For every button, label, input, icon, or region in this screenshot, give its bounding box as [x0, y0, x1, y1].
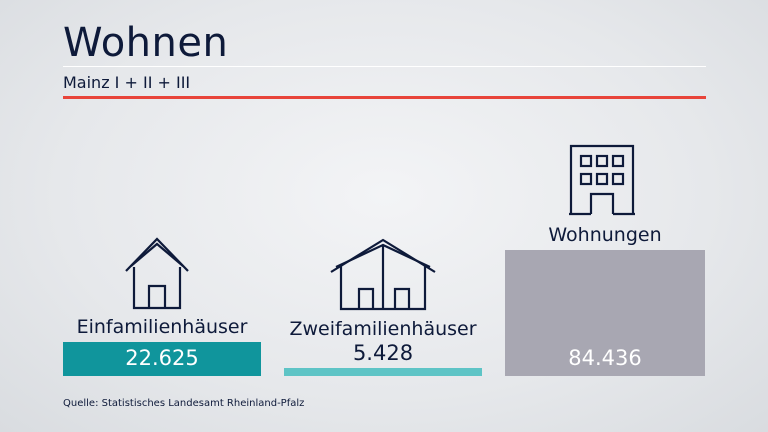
category-label-wohnungen: Wohnungen [548, 224, 662, 246]
page-title: Wohnen [63, 20, 229, 66]
two-family-house-icon [330, 238, 436, 311]
bar-zweifamilienhaeuser [284, 368, 482, 376]
title-divider [63, 66, 706, 67]
category-label-zweifamilienhaeuser: Zweifamilienhäuser [289, 318, 477, 340]
page-subtitle: Mainz I + II + III [63, 73, 191, 92]
value-label-zweifamilienhaeuser: 5.428 [352, 341, 414, 365]
bar-wohnungen [505, 250, 705, 376]
value-label-wohnungen: 84.436 [568, 346, 642, 370]
accent-divider [63, 96, 706, 99]
single-family-house-icon [125, 237, 189, 310]
source-note: Quelle: Statistisches Landesamt Rheinlan… [63, 398, 305, 409]
value-label-einfamilienhaeuser: 22.625 [125, 346, 199, 370]
apartment-building-icon [569, 144, 635, 216]
bar-einfamilienhaeuser [63, 342, 261, 376]
category-label-einfamilienhaeuser: Einfamilienhäuser [76, 316, 248, 338]
